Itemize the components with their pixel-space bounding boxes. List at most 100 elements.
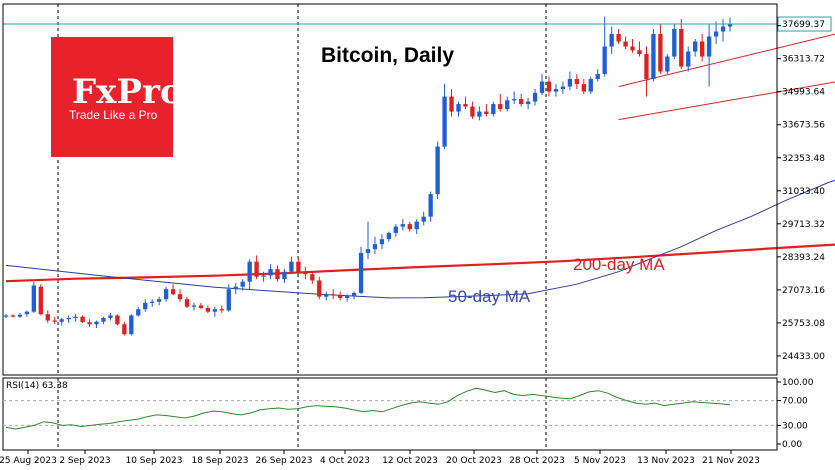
moving-averages: [5, 179, 835, 299]
candle-body: [59, 319, 64, 322]
candle-body: [518, 99, 524, 105]
candle-body: [665, 56, 670, 72]
candle-body: [177, 294, 183, 300]
candle-body: [296, 261, 301, 272]
candle-body: [115, 315, 120, 325]
rsi-y-tick-label: 0.00: [782, 440, 802, 450]
rsi-panel-frame: [2, 377, 778, 451]
y-tick-label: 25753.08: [782, 319, 825, 329]
candlesticks: [3, 16, 733, 336]
candle-body: [637, 50, 642, 55]
candle-body: [574, 79, 580, 85]
y-tick-label: 31033.40: [782, 187, 825, 197]
candle-body: [191, 305, 197, 307]
candle-body: [693, 41, 698, 52]
y-tick-label: 28393.24: [782, 253, 825, 263]
ma50-label: 50-day MA: [448, 287, 531, 306]
candle-body: [261, 275, 266, 277]
candle-body: [324, 294, 329, 297]
candle-body: [449, 96, 454, 112]
candle-body: [275, 269, 280, 280]
candle-body: [595, 74, 600, 80]
candle-body: [400, 224, 405, 227]
candle-body: [331, 294, 336, 296]
candle-body: [240, 281, 245, 287]
candle-body: [484, 111, 489, 115]
candle-body: [344, 295, 350, 298]
candle-body: [219, 309, 224, 311]
candle-body: [358, 252, 364, 293]
candle-body: [317, 280, 322, 297]
rsi-panel: 100.00 70.00 30.00 0.00 RSI(14) 63.38: [3, 378, 814, 450]
candle-body: [226, 289, 231, 311]
candle-body: [421, 216, 426, 222]
candle-body: [567, 79, 573, 87]
current-price-line: 37699.37: [3, 16, 832, 32]
candle-body: [644, 54, 649, 80]
y-tick-label: 36313.72: [782, 55, 825, 65]
candle-body: [247, 261, 252, 282]
candle-body: [122, 324, 127, 335]
x-tick-label: 18 Sep 2023: [191, 456, 248, 466]
ma50-line: [5, 179, 835, 299]
candle-body: [560, 86, 566, 90]
candle-body: [616, 34, 621, 42]
rsi-label: RSI(14) 63.38: [6, 381, 68, 391]
x-tick-label: 21 Nov 2023: [702, 456, 760, 466]
candle-body: [539, 81, 545, 93]
candle-body: [525, 101, 531, 105]
candle-body: [310, 274, 315, 281]
candle-body: [282, 271, 287, 280]
y-tick-label: 33673.56: [782, 121, 825, 131]
x-axis-ticks: 25 Aug 2023 2 Sep 2023 10 Sep 2023 18 Sep 2…: [0, 450, 760, 466]
channel-upper-line: [618, 33, 835, 88]
candle-body: [129, 315, 134, 335]
candle-body: [428, 194, 433, 217]
candle-body: [651, 34, 656, 80]
y-tick-label: 29713.32: [782, 220, 825, 230]
current-price-box: [777, 16, 832, 32]
candle-body: [532, 92, 538, 102]
candle-body: [66, 317, 71, 320]
candle-body: [581, 84, 586, 92]
candle-body: [679, 29, 684, 67]
candle-body: [10, 315, 16, 317]
x-tick-label: 28 Oct 2023: [509, 456, 565, 466]
x-tick-label: 25 Aug 2023: [0, 456, 57, 466]
candle-body: [24, 311, 30, 315]
candle-body: [463, 104, 468, 107]
candle-body: [379, 239, 385, 245]
axes: 36313.72 34993.64 33673.56 32353.48 31033.40…: [2, 3, 825, 451]
candle-body: [713, 31, 719, 37]
candle-body: [602, 46, 607, 75]
candle-body: [372, 244, 378, 250]
candle-body: [80, 316, 85, 323]
candle-body: [254, 261, 259, 277]
rsi-y-tick-label: 30.00: [782, 421, 808, 431]
main-panel-frame: [2, 3, 778, 376]
candle-body: [184, 299, 190, 307]
candle-body: [233, 286, 238, 290]
candle-body: [588, 79, 593, 92]
candle-body: [156, 299, 162, 302]
fxpro-logo: FxPro Trade Like a Pro: [51, 37, 183, 157]
candle-body: [706, 36, 712, 57]
x-tick-label: 13 Nov 2023: [637, 456, 695, 466]
candle-body: [108, 315, 113, 318]
candle-body: [393, 226, 399, 233]
candle-body: [94, 321, 99, 325]
x-tick-label: 4 Oct 2023: [320, 456, 370, 466]
candle-body: [17, 314, 23, 317]
candle-body: [498, 104, 503, 110]
candle-body: [268, 269, 273, 276]
candle-body: [136, 309, 141, 316]
x-tick-label: 5 Nov 2023: [574, 456, 626, 466]
candle-body: [512, 99, 517, 101]
candle-body: [630, 46, 635, 51]
y-tick-label: 34993.64: [782, 88, 825, 98]
candle-body: [289, 261, 294, 272]
chart-title: Bitcoin, Daily: [321, 44, 454, 67]
candle-body: [143, 302, 148, 310]
